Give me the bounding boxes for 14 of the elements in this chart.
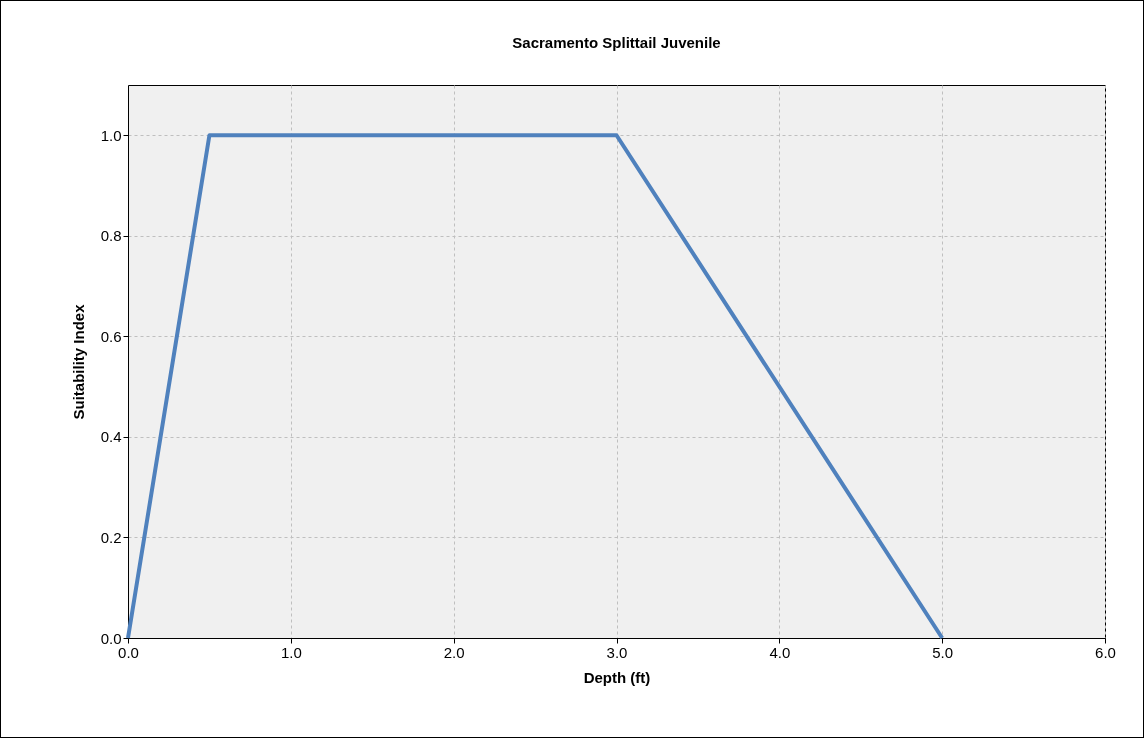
x-axis-title: Depth (ft)	[583, 668, 651, 686]
y-tick-label: 0.2	[100, 528, 122, 546]
x-tick-label: 2.0	[443, 643, 465, 661]
x-tick-label: 4.0	[769, 643, 791, 661]
x-tick-label: 1.0	[280, 643, 302, 661]
y-tick-label: 0.8	[100, 227, 122, 245]
chart-title: Sacramento Splittail Juvenile	[512, 34, 721, 51]
y-axis-title: Suitability Index	[69, 303, 87, 420]
x-tick-label: 3.0	[606, 643, 628, 661]
y-tick-label: 0.4	[100, 428, 122, 446]
y-tick-label: 0.6	[100, 327, 122, 345]
x-tick-label: 5.0	[932, 643, 954, 661]
x-tick-label: 6.0	[1095, 643, 1116, 661]
y-tick-label: 1.0	[100, 126, 122, 144]
